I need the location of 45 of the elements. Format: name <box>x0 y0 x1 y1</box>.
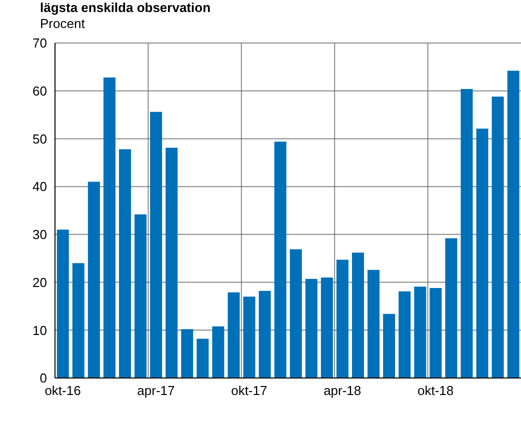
bar <box>181 329 194 378</box>
y-tick-label: 50 <box>32 131 47 146</box>
y-tick-label: 20 <box>32 274 47 290</box>
bar <box>88 182 100 378</box>
chart-title: lägsta enskilda observation <box>40 0 211 15</box>
y-tick-label: 60 <box>32 83 47 98</box>
bar <box>166 148 178 378</box>
bar <box>212 326 224 378</box>
bar <box>103 77 116 378</box>
x-tick-label: okt-16 <box>44 383 81 398</box>
y-axis-title: Procent <box>40 16 85 31</box>
bar <box>228 292 240 378</box>
y-tick-label: 30 <box>32 227 47 242</box>
y-tick-label: 10 <box>32 322 47 338</box>
bar <box>352 252 364 378</box>
bar <box>445 238 458 378</box>
bar <box>56 230 69 378</box>
bar <box>196 338 209 378</box>
bar <box>492 96 504 378</box>
bar <box>398 291 411 378</box>
bar <box>243 296 256 378</box>
bar <box>383 314 396 378</box>
y-tick-label: 40 <box>32 179 47 194</box>
bar <box>336 260 348 378</box>
bar <box>72 263 84 378</box>
x-tick-label: apr-18 <box>324 383 362 398</box>
x-tick-label: apr-17 <box>137 383 175 398</box>
bar <box>290 249 302 378</box>
bar <box>305 278 318 378</box>
bar <box>507 70 520 378</box>
bar <box>368 270 380 378</box>
y-tick-label: 70 <box>32 36 47 51</box>
bar <box>414 286 426 378</box>
bar <box>118 149 131 378</box>
y-tick-label: 0 <box>40 370 47 386</box>
x-tick-label: okt-17 <box>231 383 268 398</box>
bar <box>134 214 147 378</box>
bar <box>460 88 473 378</box>
x-tick-label: okt-18 <box>417 383 454 398</box>
bar <box>430 288 442 378</box>
bar <box>320 278 333 378</box>
bar <box>258 290 271 378</box>
bar <box>274 142 286 378</box>
bar <box>476 128 488 378</box>
bar <box>150 112 162 378</box>
